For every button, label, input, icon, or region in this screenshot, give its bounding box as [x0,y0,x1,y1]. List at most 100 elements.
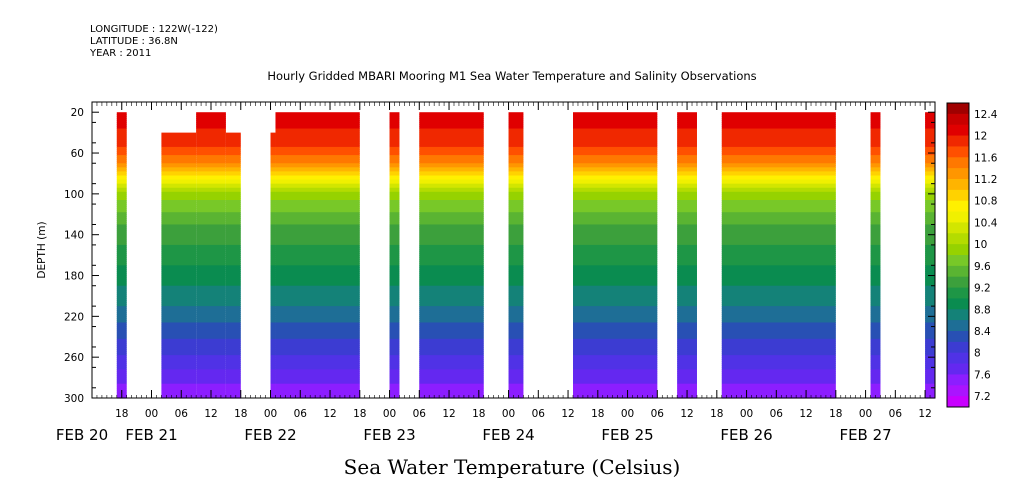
temperature-cell [508,161,524,164]
temperature-cell [225,393,241,397]
x-tick-label: 06 [532,408,546,420]
temperature-cell [225,142,241,146]
temperature-cell [677,202,697,205]
temperature-cell [419,179,484,183]
temperature-cell [116,251,127,254]
temperature-cell [721,132,836,136]
temperature-cell [275,210,360,213]
temperature-cell [677,320,697,324]
temperature-cell [721,185,836,189]
temperature-cell [389,342,400,346]
temperature-cell [275,353,360,356]
temperature-cell [677,240,697,244]
temperature-cell [721,344,836,348]
y-tick-label: 20 [71,107,84,119]
temperature-cell [161,285,197,289]
colorbar-label: 9.6 [974,261,991,273]
temperature-cell [161,220,197,224]
colorbar-swatch [947,352,969,364]
temperature-cell [389,271,400,275]
temperature-cell [573,210,658,213]
temperature-cell [721,116,836,119]
temperature-cell [419,204,484,207]
temperature-cell [161,381,197,385]
temperature-cell [225,295,241,299]
temperature-cell [116,138,127,142]
temperature-cell [225,255,241,258]
temperature-cell [677,114,697,117]
temperature-cell [870,150,881,154]
temperature-cell [721,253,836,256]
temperature-cell [870,114,881,117]
temperature-cell [508,318,524,322]
temperature-cell [508,385,524,389]
temperature-cell [116,381,127,385]
temperature-cell [508,381,524,385]
temperature-cell [573,138,658,142]
temperature-cell [275,146,360,150]
temperature-cell [196,314,226,317]
temperature-cell [508,179,524,183]
temperature-cell [225,220,241,224]
temperature-cell [225,377,241,381]
temperature-cell [677,275,697,279]
temperature-cell [721,181,836,185]
temperature-cell [116,124,127,128]
temperature-cell [508,181,524,185]
temperature-cell [508,242,524,246]
temperature-cell [196,130,226,134]
temperature-cell [925,187,935,191]
temperature-cell [116,349,127,352]
temperature-cell [116,185,127,189]
temperature-cell [270,261,276,264]
colorbar-label: 7.2 [974,391,991,403]
temperature-cell [196,293,226,297]
temperature-cell [870,291,881,295]
temperature-cell [116,171,127,175]
temperature-cell [389,124,400,128]
temperature-cell [573,126,658,130]
temperature-cell [161,320,197,324]
temperature-cell [275,248,360,252]
temperature-cell [508,134,524,138]
temperature-cell [161,265,197,268]
temperature-cell [870,234,881,238]
temperature-cell [196,155,226,158]
temperature-cell [573,136,658,140]
data-segment [677,112,697,399]
temperature-cell [270,269,276,273]
temperature-cell [925,183,935,187]
temperature-cell [573,332,658,336]
temperature-cell [116,142,127,146]
temperature-cell [419,379,484,383]
temperature-cell [870,236,881,240]
temperature-cell [161,226,197,230]
temperature-cell [870,261,881,264]
temperature-cell [925,259,935,262]
temperature-cell [677,165,697,168]
temperature-cell [573,281,658,285]
temperature-cell [508,183,524,187]
temperature-cell [508,340,524,344]
temperature-cell [116,159,127,162]
temperature-cell [270,281,276,285]
temperature-cell [925,240,935,244]
temperature-cell [677,273,697,277]
temperature-cell [389,295,400,299]
temperature-cell [925,300,935,303]
temperature-cell [573,365,658,368]
temperature-cell [270,285,276,289]
temperature-cell [677,316,697,319]
temperature-cell [270,230,276,234]
temperature-cell [925,169,935,173]
temperature-cell [270,251,276,254]
temperature-cell [419,114,484,117]
temperature-cell [389,361,400,364]
colorbar-label: 12.4 [974,109,998,121]
temperature-cell [389,283,400,287]
temperature-cell [225,138,241,142]
temperature-cell [677,146,697,150]
temperature-cell [677,155,697,158]
temperature-cell [116,340,127,344]
temperature-cell [270,330,276,334]
